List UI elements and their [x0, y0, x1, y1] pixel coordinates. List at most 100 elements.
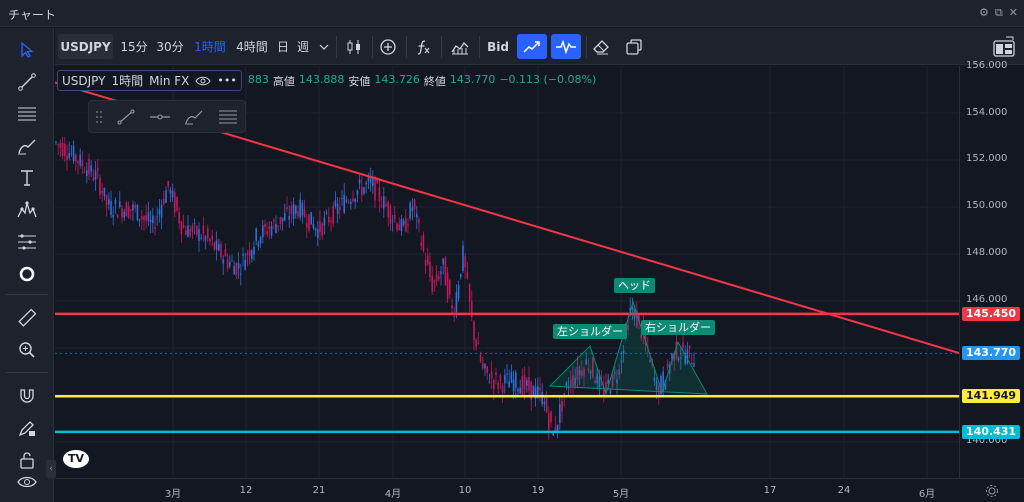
- forecast-tool[interactable]: [0, 226, 54, 258]
- candle-body: [537, 386, 539, 397]
- title-bar: チャート ⚙ ⧉ ✕: [0, 0, 1024, 27]
- candle-body: [666, 363, 669, 368]
- candle-body: [125, 202, 128, 217]
- trend-toggle-button[interactable]: [517, 34, 547, 59]
- pulse-toggle-button[interactable]: [551, 34, 581, 59]
- zoom-icon: [19, 342, 35, 358]
- interval-week[interactable]: 週: [296, 40, 309, 54]
- bid-button[interactable]: Bid: [487, 39, 509, 54]
- trend-line-tool[interactable]: [0, 66, 54, 98]
- candle-body: [554, 426, 557, 432]
- candle-body: [347, 201, 350, 203]
- interval-day[interactable]: 日: [276, 40, 289, 54]
- right-shoulder-label[interactable]: 右ショルダー: [641, 320, 715, 335]
- interval-15m[interactable]: 15分: [120, 40, 148, 54]
- candle-body: [594, 380, 596, 384]
- layout-button[interactable]: [989, 34, 1019, 59]
- candle-body: [134, 204, 136, 209]
- candle-body: [204, 236, 207, 241]
- candle-body: [510, 372, 513, 383]
- fib-tool[interactable]: [0, 98, 54, 130]
- collapse-toolbar-button[interactable]: ‹: [46, 460, 56, 478]
- ohlc-values: 883 高値 143.888 安値 143.726 終値 143.770 −0.113…: [248, 73, 596, 89]
- interval-30m[interactable]: 30分: [156, 40, 184, 54]
- candle-body: [167, 180, 169, 187]
- candle-body: [145, 215, 147, 221]
- legend-title[interactable]: USDJPY 1時間 Min FX •••: [57, 70, 242, 91]
- circle-tool[interactable]: [0, 258, 54, 290]
- templates-button[interactable]: [447, 34, 473, 59]
- more-icon[interactable]: •••: [217, 74, 237, 87]
- low-price-label: 140.431: [962, 425, 1020, 439]
- candle-body: [567, 387, 570, 389]
- fav-brush[interactable]: [181, 105, 207, 129]
- symbol-button[interactable]: USDJPY: [58, 34, 113, 59]
- interval-1h[interactable]: 1時間: [194, 40, 226, 54]
- candle-body: [341, 197, 343, 199]
- zoom-tool[interactable]: [0, 334, 54, 366]
- eye-icon[interactable]: [195, 75, 211, 87]
- time-scale[interactable]: 3月 12 21 4月 10 19 5月 17 24 6月: [55, 478, 1024, 502]
- compare-button[interactable]: [375, 34, 401, 59]
- candle-body: [427, 255, 429, 265]
- candle-body: [462, 245, 464, 272]
- price-scale[interactable]: 156.000 154.000 152.000 150.000 148.000 …: [959, 60, 1024, 478]
- lock-drawing-tool[interactable]: [0, 412, 54, 444]
- candles-icon: [347, 39, 360, 54]
- trend-line-icon: [18, 73, 36, 91]
- magnet-tool[interactable]: [0, 380, 54, 412]
- fav-trend-line[interactable]: [113, 105, 139, 129]
- candle-body: [215, 240, 218, 250]
- candle-body: [565, 382, 568, 388]
- price-chart[interactable]: [55, 66, 959, 478]
- candle-body: [253, 246, 255, 255]
- candle-body: [561, 401, 563, 412]
- candle-body: [572, 375, 574, 387]
- candle-body: [409, 202, 411, 219]
- close-icon[interactable]: ✕: [1008, 6, 1018, 19]
- indicators-button[interactable]: [410, 34, 436, 59]
- popout-icon[interactable]: ⧉: [994, 6, 1003, 19]
- fav-fib[interactable]: [215, 105, 241, 129]
- tradingview-logo[interactable]: TV: [63, 450, 89, 468]
- pattern-tool[interactable]: [0, 194, 54, 226]
- candle-body: [127, 206, 130, 218]
- candle-body: [369, 178, 372, 184]
- cursor-tool[interactable]: [0, 34, 54, 66]
- screenshot-button[interactable]: [621, 34, 647, 59]
- candle-body: [196, 225, 198, 235]
- fav-horizontal-ray[interactable]: [147, 105, 173, 129]
- head-label[interactable]: ヘッド: [614, 278, 655, 293]
- chart-type-button[interactable]: [341, 34, 367, 59]
- brush-tool[interactable]: [0, 130, 54, 162]
- legend-change: −0.113 (−0.08%): [499, 72, 597, 86]
- price-tick: 156.000: [966, 60, 1008, 71]
- candle-body: [92, 177, 95, 181]
- candle-body: [147, 212, 150, 222]
- lock-tool[interactable]: [0, 444, 54, 476]
- candle-body: [266, 231, 268, 235]
- candle-body: [114, 199, 117, 205]
- text-tool[interactable]: [0, 162, 54, 194]
- toolbar-divider: [6, 372, 48, 373]
- candle-body: [374, 176, 376, 201]
- settings-icon[interactable]: [985, 484, 999, 498]
- text-icon: [21, 170, 33, 186]
- candle-body: [211, 235, 213, 240]
- left-shoulder-label[interactable]: 左ショルダー: [553, 324, 627, 339]
- ruler-tool[interactable]: [0, 302, 54, 334]
- fib-icon: [219, 110, 237, 124]
- candle-body: [677, 358, 680, 361]
- drag-handle[interactable]: [89, 105, 109, 129]
- horizontal-line-icon: [150, 114, 170, 120]
- clear-drawings-button[interactable]: [589, 34, 615, 59]
- chart-pane[interactable]: USDJPY 1時間 Min FX ••• 883 高値 143.888 安値 14…: [55, 66, 959, 478]
- function-icon: [417, 39, 430, 55]
- interval-dropdown[interactable]: [317, 34, 331, 59]
- interval-4h[interactable]: 4時間: [236, 40, 268, 54]
- ruler-icon: [18, 308, 37, 327]
- candle-body: [385, 204, 387, 207]
- eye-tool[interactable]: [0, 466, 54, 498]
- settings-icon[interactable]: ⚙: [979, 6, 989, 19]
- candle-body: [112, 214, 114, 218]
